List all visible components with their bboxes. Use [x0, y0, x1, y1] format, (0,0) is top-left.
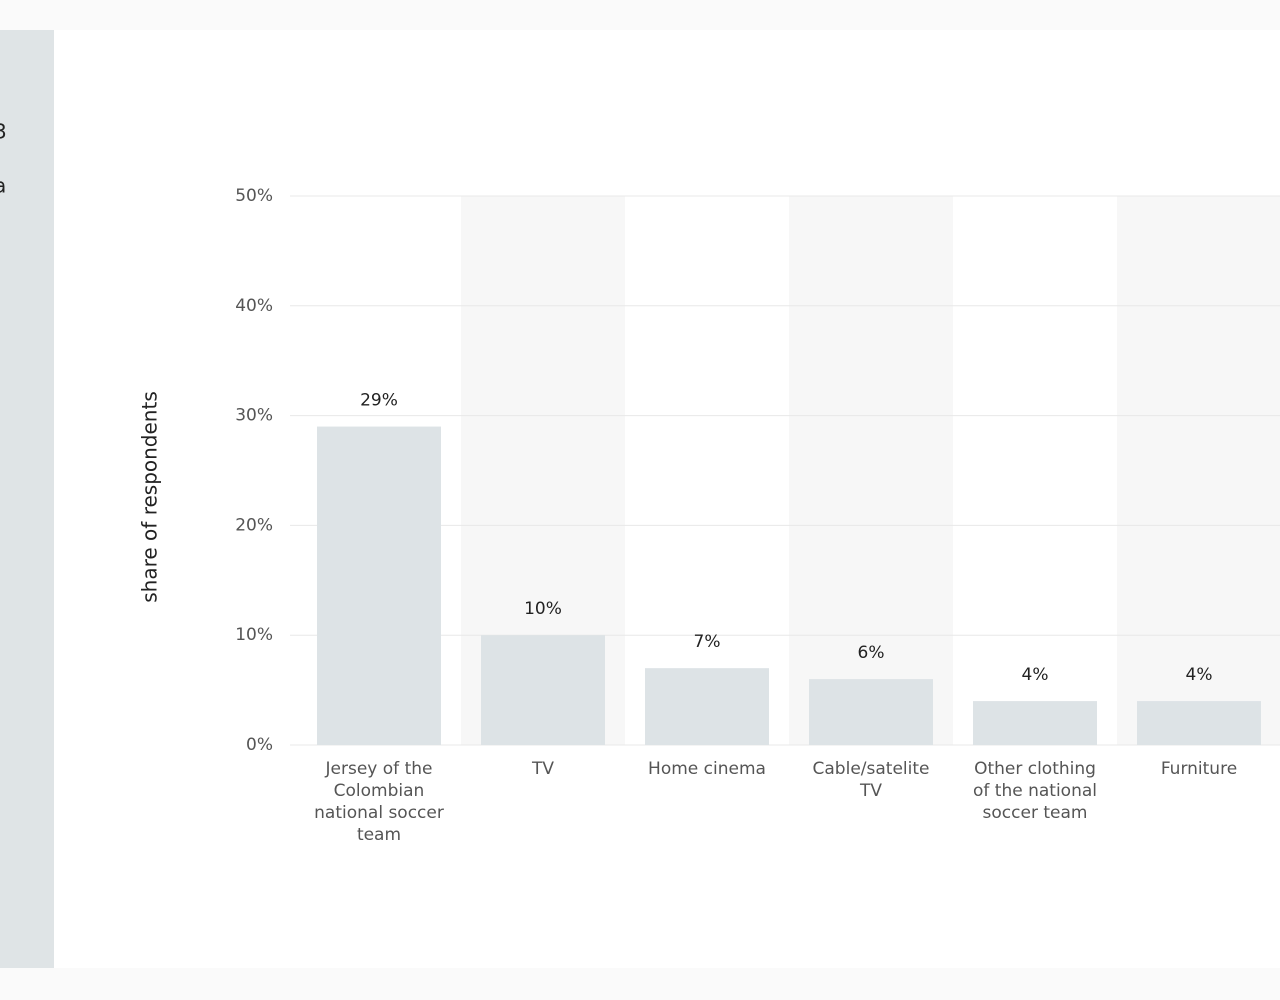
- bar: [973, 701, 1097, 745]
- card: [0, 30, 1280, 968]
- y-tick-label: 50%: [235, 186, 273, 206]
- x-tick-label: Home cinema: [648, 759, 766, 779]
- y-tick-label: 40%: [235, 296, 273, 316]
- x-tick-label: Cable/satelite TV: [812, 759, 930, 801]
- value-label: 4%: [1022, 665, 1049, 685]
- value-label: 4%: [1186, 665, 1213, 685]
- bar: [481, 635, 605, 745]
- value-label: 10%: [524, 599, 562, 619]
- band-shade: [789, 196, 953, 745]
- value-label: 7%: [694, 632, 721, 652]
- x-tick-label: Other clothing of the national soccer te…: [973, 759, 1097, 823]
- value-label: 29%: [360, 391, 398, 411]
- y-tick-label: 20%: [235, 515, 273, 535]
- y-tick-label: 30%: [235, 406, 273, 426]
- x-tick-label: TV: [531, 759, 554, 779]
- bar: [645, 668, 769, 745]
- bar: [1137, 701, 1261, 745]
- x-tick-label: Furniture: [1160, 759, 1238, 779]
- bar: [809, 679, 933, 745]
- x-tick-label: Jersey of the Colombian national soccer …: [314, 759, 444, 845]
- y-axis-title: share of respondents: [138, 391, 162, 602]
- sidebar-text: 3: [0, 120, 7, 144]
- y-tick-label: 10%: [235, 625, 273, 645]
- value-label: 6%: [858, 643, 885, 663]
- sidebar-text: a: [0, 174, 6, 198]
- band-shade: [1117, 196, 1280, 745]
- sidebar: [0, 30, 54, 968]
- y-tick-label: 0%: [246, 735, 273, 755]
- bar: [317, 426, 441, 745]
